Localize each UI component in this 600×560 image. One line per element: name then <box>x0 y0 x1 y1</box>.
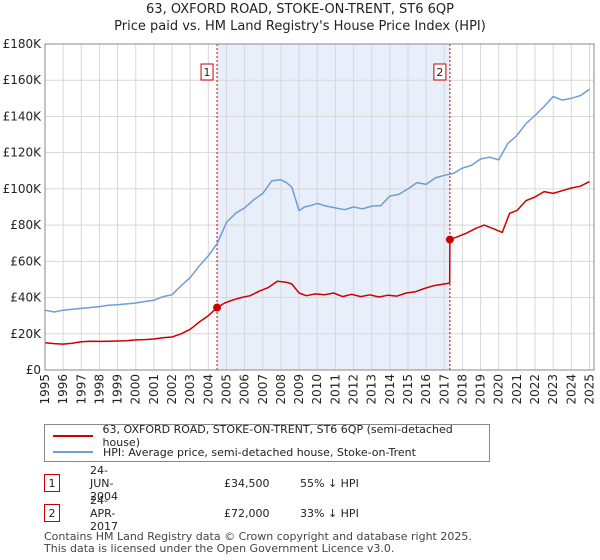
x-tick-label: 1995 <box>38 374 52 405</box>
y-tick-label: £160K <box>3 73 43 87</box>
y-tick-label: £60K <box>10 254 42 268</box>
x-tick-label: 2021 <box>510 374 524 405</box>
transaction-row: 2 24-APR-2017 £72,000 33% ↓ HPI <box>44 494 359 533</box>
x-tick-label: 2010 <box>310 374 324 405</box>
x-tick-label: 1999 <box>111 374 125 405</box>
legend: 63, OXFORD ROAD, STOKE-ON-TRENT, ST6 6QP… <box>44 423 490 462</box>
sale-point <box>213 303 222 312</box>
y-tick-label: £0 <box>26 363 41 377</box>
footer: Contains HM Land Registry data © Crown c… <box>44 531 472 555</box>
legend-label-hpi: HPI: Average price, semi-detached house,… <box>103 445 416 459</box>
legend-label-property: 63, OXFORD ROAD, STOKE-ON-TRENT, ST6 6QP… <box>102 423 453 449</box>
x-tick-label: 2006 <box>238 374 252 405</box>
x-tick-label: 2018 <box>455 374 469 405</box>
transaction-date: 24-JUN-2004 <box>90 463 118 503</box>
hpi-series-line <box>44 88 590 313</box>
annotation-label: 1 <box>204 66 211 79</box>
transaction-hpi-diff: 33% ↓ HPI <box>300 506 359 520</box>
y-tick-label: £140K <box>3 109 43 123</box>
x-tick-label: 2005 <box>219 374 233 405</box>
x-tick-label: 2017 <box>437 374 451 405</box>
x-tick-label: 2002 <box>165 374 179 405</box>
plot-border <box>44 43 595 371</box>
annotation-label: 2 <box>436 66 443 79</box>
legend-swatch-property <box>53 435 93 437</box>
x-tick-label: 1998 <box>92 374 106 405</box>
legend-item-property: 63, OXFORD ROAD, STOKE-ON-TRENT, ST6 6QP… <box>53 423 489 449</box>
x-tick-label: 2025 <box>582 374 596 405</box>
x-tick-label: 2004 <box>201 374 215 405</box>
x-tick-label: 2008 <box>274 374 288 405</box>
x-tick-label: 2013 <box>365 374 379 405</box>
sale-point <box>445 235 454 244</box>
x-tick-label: 2000 <box>129 374 143 405</box>
footer-copyright: Contains HM Land Registry data © Crown c… <box>44 530 472 543</box>
price-chart: £0 £20K £40K £60K £80K £100K £120K £140K £160K £1… <box>3 37 597 405</box>
x-tick-label: 2023 <box>546 374 560 405</box>
x-tick-label: 2009 <box>292 374 306 405</box>
chart-title: 63, OXFORD ROAD, STOKE-ON-TRENT, ST6 6QP <box>146 2 454 17</box>
x-tick-label: 1996 <box>56 374 70 405</box>
chart-subtitle: Price paid vs. HM Land Registry's House … <box>114 19 486 34</box>
x-tick-label: 2015 <box>401 374 415 405</box>
y-tick-label: £100K <box>3 182 43 196</box>
y-tick-label: £20K <box>10 327 42 341</box>
annotation-box <box>433 63 447 81</box>
y-tick-label: £80K <box>10 218 42 232</box>
x-tick-label: 2012 <box>347 374 361 405</box>
legend-swatch-hpi <box>53 451 93 453</box>
x-tick-label: 2001 <box>147 374 161 405</box>
annotation-box <box>200 63 214 81</box>
price-series-line <box>44 180 590 345</box>
x-tick-label: 2007 <box>256 374 270 405</box>
transaction-row: 1 24-JUN-2004 £34,500 55% ↓ HPI <box>44 464 359 503</box>
x-tick-label: 2003 <box>183 374 197 405</box>
transaction-marker-label: 2 <box>44 504 60 522</box>
legend-item-hpi: HPI: Average price, semi-detached house,… <box>53 444 416 460</box>
x-tick-label: 2022 <box>528 374 542 405</box>
transaction-price: £34,500 <box>224 476 270 490</box>
y-tick-label: £40K <box>10 291 42 305</box>
x-tick-label: 2020 <box>492 374 506 405</box>
footer-licence: This data is licensed under the Open Gov… <box>44 542 395 555</box>
transaction-marker-label: 1 <box>44 474 60 492</box>
y-tick-label: £120K <box>3 146 43 160</box>
x-tick-label: 1997 <box>74 374 88 405</box>
x-tick-label: 2011 <box>328 374 342 405</box>
transaction-price: £72,000 <box>224 506 270 520</box>
x-tick-label: 2014 <box>383 374 397 405</box>
x-tick-label: 2024 <box>564 374 578 405</box>
y-tick-label: £180K <box>3 37 43 51</box>
x-tick-label: 2016 <box>419 374 433 405</box>
transaction-hpi-diff: 55% ↓ HPI <box>300 476 359 490</box>
transaction-date: 24-APR-2017 <box>90 493 118 533</box>
x-tick-label: 2019 <box>474 374 488 405</box>
